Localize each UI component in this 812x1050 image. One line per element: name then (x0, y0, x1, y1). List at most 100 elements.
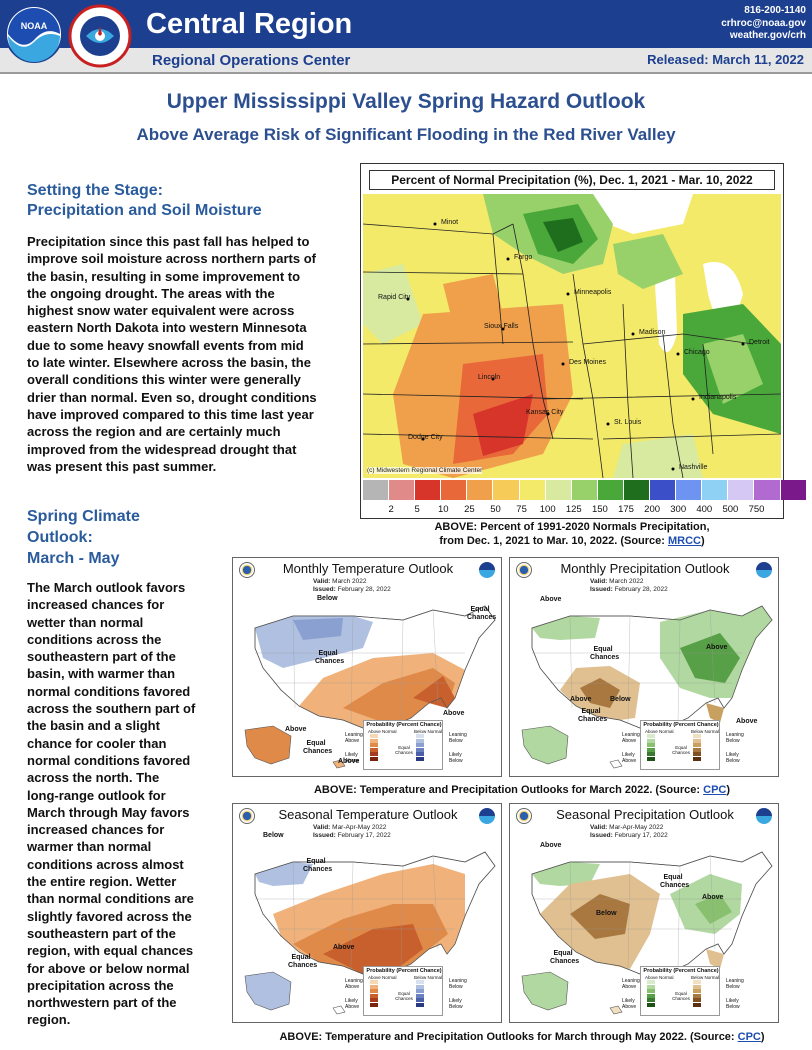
center-name: Regional Operations Center (152, 52, 351, 69)
text-line: increased chances for (27, 597, 165, 613)
legend-swatch (693, 1002, 701, 1007)
legend-swatch (415, 480, 442, 500)
legend-swatch (363, 480, 390, 500)
legend-note: Leaning Below (726, 732, 744, 744)
legend-tick-label: 200 (644, 504, 661, 515)
legend-swatch (647, 743, 655, 747)
outlook-map (244, 605, 496, 769)
seasonal-precipitation-outlook: Seasonal Precipitation Outlook Valid: Mar… (509, 803, 779, 1023)
outlook-valid-issued: Valid: March 2022 Issued: February 28, 20… (590, 578, 668, 593)
city-label: St. Louis (614, 419, 642, 426)
legend-swatch (416, 993, 424, 998)
legend-swatch (647, 747, 655, 752)
noaa-badge-icon (756, 808, 772, 824)
legend-tick-label: 25 (464, 504, 475, 515)
outlook-region-label: Above (706, 644, 728, 651)
text-line: across the north. The (27, 770, 160, 786)
legend-swatch (676, 480, 703, 500)
outlook-valid-issued: Valid: Mar-Apr-May 2022 Issued: February … (313, 824, 391, 839)
legend-swatch (647, 993, 655, 998)
city-label: Rapid City (378, 294, 411, 301)
legend-tick-label: 125 (565, 504, 582, 515)
nws-badge-icon (239, 562, 255, 578)
text-line: southeastern part of the (27, 649, 176, 665)
cpc-link-monthly[interactable]: CPC (703, 784, 727, 796)
legend-swatch (693, 989, 701, 993)
legend-swatch (693, 738, 701, 743)
outlook-title: Monthly Temperature Outlook (282, 561, 454, 576)
legend-swatch (647, 1002, 655, 1007)
precip-map-image: Minot Fargo Rapid City Minneapolis Sioux Fal… (363, 194, 781, 478)
legend-swatch (370, 984, 378, 989)
email-address[interactable]: crhroc@noaa.gov (721, 17, 806, 29)
legend-swatch (693, 998, 701, 1002)
nws-badge-icon (239, 808, 255, 824)
precip-map-title: Percent of Normal Precipitation (%), Dec… (369, 170, 775, 190)
text-line: eastern North Dakota into western Minnes… (27, 320, 307, 336)
outlook-region-label: Above (338, 758, 360, 765)
text-line: region. (27, 1012, 71, 1028)
outlook-title: Seasonal Precipitation Outlook (556, 807, 734, 822)
outlook-region-label: Equal Chances (590, 646, 620, 661)
probability-legend: Probability (Percent Chance) Above Normal… (363, 966, 443, 1016)
text-line: improve soil moisture across northern pa… (27, 251, 316, 267)
mrcc-link[interactable]: MRCC (668, 535, 701, 547)
text-line: March through May favors (27, 804, 190, 820)
legend-swatch (370, 980, 378, 984)
legend-tick-label: 100 (539, 504, 556, 515)
city-label: Fargo (514, 254, 532, 261)
section-body-climate-outlook: The March outlook favors increased chance… (27, 579, 195, 1029)
legend-swatch (647, 984, 655, 989)
page-header: NOAA Central Region Regional Operations … (0, 0, 812, 76)
legend-swatch (416, 984, 424, 989)
legend-swatch (693, 756, 701, 761)
legend-note: Likely Below (726, 752, 740, 764)
city-label: Detroit (749, 339, 770, 346)
contact-info: 816-200-1140 crhroc@noaa.gov weather.gov… (721, 5, 806, 43)
text-line: have improved compared to this time last… (27, 406, 314, 422)
legend-swatch (754, 480, 781, 500)
legend-swatch (370, 993, 378, 998)
legend-swatch (370, 752, 378, 756)
text-line: conditions across almost (27, 856, 184, 872)
legend-swatch (370, 756, 378, 761)
cpc-link-seasonal[interactable]: CPC (737, 1031, 761, 1043)
website-link[interactable]: weather.gov/crh (729, 30, 806, 41)
legend-swatch (416, 743, 424, 747)
monthly-precipitation-outlook: Monthly Precipitation Outlook Valid: Marc… (509, 557, 779, 777)
outlook-region-label: Equal Chances (303, 858, 333, 873)
header-banner (0, 0, 812, 48)
legend-swatch (728, 480, 755, 500)
legend-tick-label: 50 (490, 504, 501, 515)
outlook-region-label: Above (285, 726, 307, 733)
legend-swatch (441, 480, 468, 500)
legend-swatch (647, 980, 655, 984)
text-line: drier than normal. Even so, drought cond… (27, 389, 317, 405)
national-weather-service-logo (68, 4, 132, 68)
legend-swatch (519, 480, 546, 500)
page-title: Upper Mississippi Valley Spring Hazard O… (166, 90, 646, 113)
legend-tick-label: 500 (722, 504, 739, 515)
section-body-setting-stage: Precipitation since this past fall has h… (27, 233, 317, 475)
outlook-region-label: Above (702, 894, 724, 901)
outlook-region-label: Equal Chances (467, 606, 497, 621)
outlook-region-label: Equal Chances (315, 650, 345, 665)
outlook-title: Seasonal Temperature Outlook (278, 807, 458, 822)
legend-note: Likely Above (345, 998, 360, 1010)
text-line: highest snow water equivalent were acros… (27, 303, 295, 319)
text-line: Precipitation since this past fall has h… (27, 234, 310, 249)
noaa-badge-icon (756, 562, 772, 578)
text-line: the basin and a slight (27, 718, 160, 734)
legend-swatch (370, 738, 378, 743)
legend-note: Leaning Below (449, 978, 467, 990)
seasonal-temperature-outlook: Seasonal Temperature Outlook Valid: Mar-A… (232, 803, 502, 1023)
legend-swatch (389, 480, 416, 500)
legend-swatch (650, 480, 677, 500)
text-line: chance for cooler than (27, 735, 167, 751)
text-line: than normal conditions are (27, 891, 194, 907)
text-line: due to some heavy snowfall events from m… (27, 337, 304, 353)
svg-text:NOAA: NOAA (21, 21, 48, 31)
legend-swatch (416, 734, 424, 738)
text-line: the ongoing drought. The areas with the (27, 285, 275, 301)
text-line: southeastern part of the (27, 925, 176, 941)
